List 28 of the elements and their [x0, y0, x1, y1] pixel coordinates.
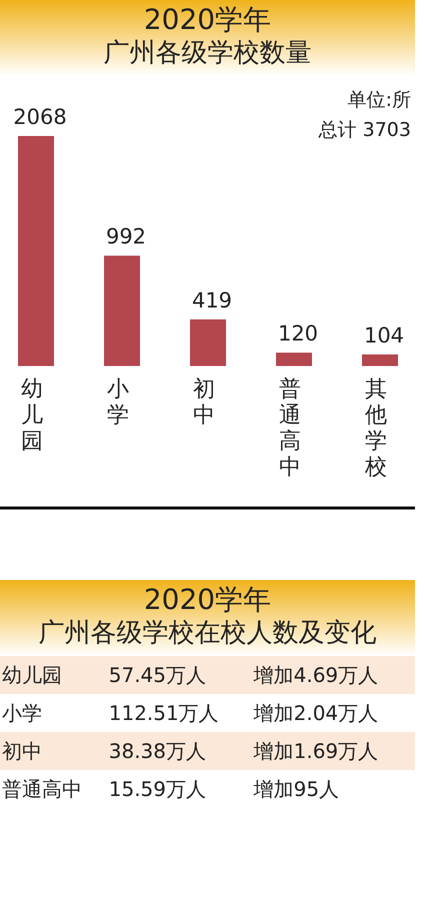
text: 2020学年	[142, 583, 272, 616]
text: 15.59万人	[108, 776, 208, 802]
x-tick-label: 普通高中	[279, 377, 301, 480]
text: 广州各级学校在校人数及变化	[38, 617, 378, 650]
chart-subtitle: 广州各级学校数量	[102, 37, 312, 70]
data-label: 992	[106, 224, 146, 249]
text: 增加2.04万人	[252, 700, 380, 726]
text: 小学	[1, 700, 43, 726]
text: 幼儿园	[0, 656, 107, 694]
text: 普通高中	[1, 776, 83, 802]
data-label: 120	[278, 322, 318, 346]
text: 增加4.69万人	[252, 656, 415, 694]
text: 38.38万人	[106, 732, 252, 770]
data-label: 2068	[13, 105, 67, 129]
x-tick-label: 小学	[107, 377, 129, 428]
text: 初中	[0, 732, 107, 770]
text: 112.51万人	[108, 700, 220, 726]
text: 57.45万人	[106, 656, 252, 694]
data-label: 419	[192, 288, 232, 312]
chart-title: 2020学年	[142, 3, 272, 36]
data-label: 104	[364, 323, 404, 348]
text: 单位:所	[348, 89, 411, 111]
x-tick-label: 初中	[193, 377, 215, 428]
x-tick-label: 幼儿园	[21, 377, 43, 454]
text: 增加95人	[252, 776, 340, 802]
text: 增加1.69万人	[252, 732, 415, 770]
x-tick-label: 其他学校	[364, 377, 387, 480]
annotation: 总计 3703	[318, 119, 411, 141]
